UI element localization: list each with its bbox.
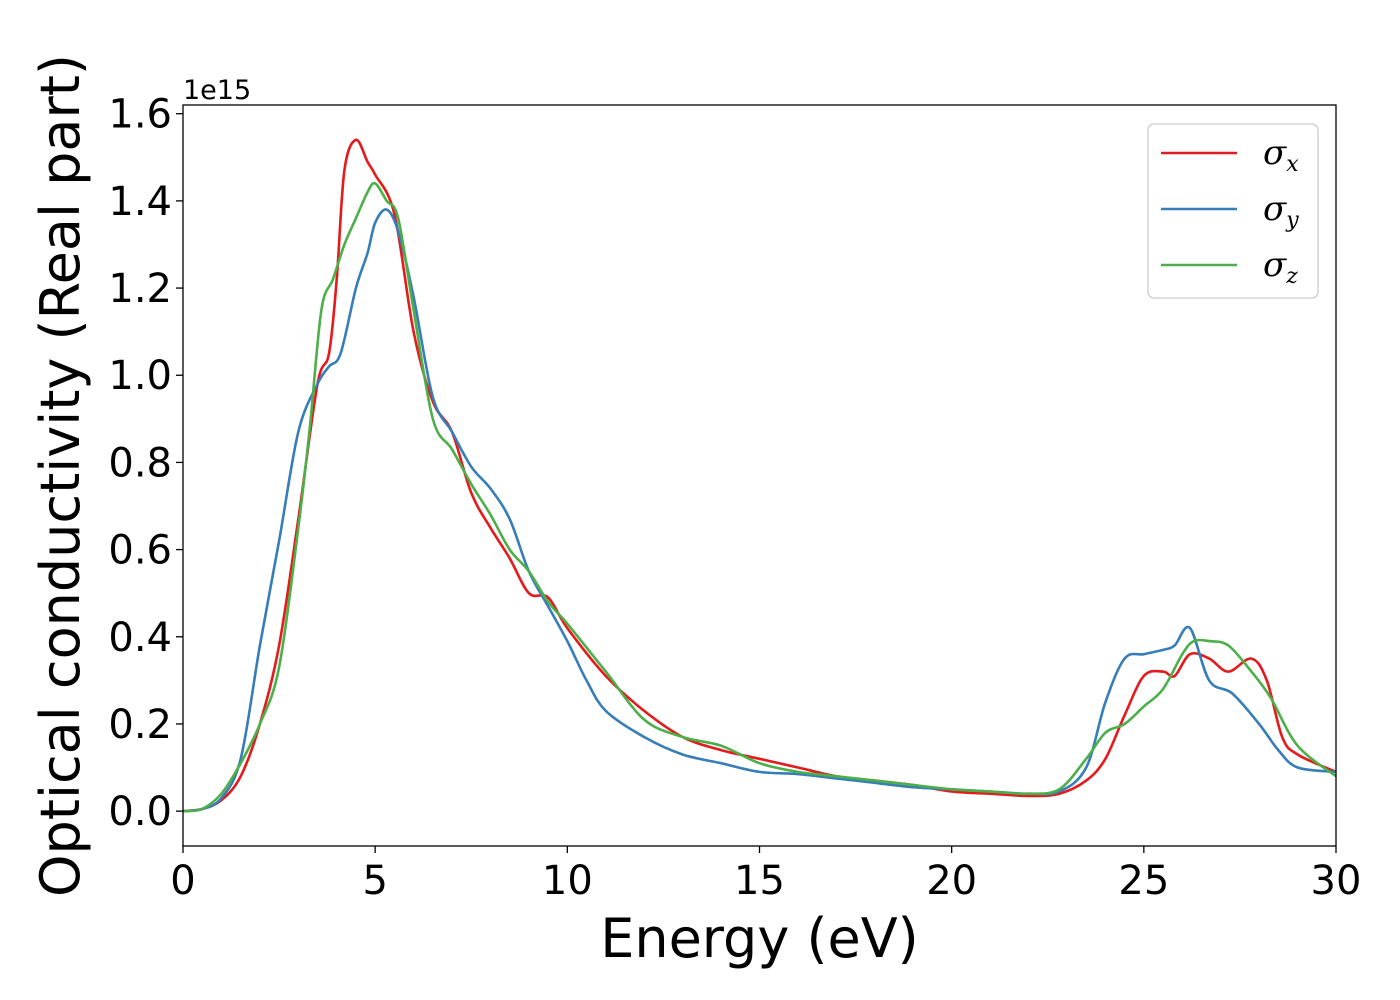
- series-line-x: [182, 138, 1337, 813]
- y-tick-label: 0.4: [108, 615, 172, 661]
- y-tick-label: 0.0: [108, 789, 172, 835]
- legend-label-y: σy: [1263, 189, 1299, 233]
- y-axis-label: Optical conductivity (Real part): [29, 54, 92, 897]
- y-tick-label: 0.6: [108, 528, 172, 574]
- series-line-y: [182, 208, 1337, 813]
- series-lines: [182, 138, 1337, 813]
- y-tick-label: 0.2: [108, 702, 172, 748]
- x-tick-label: 5: [362, 858, 387, 904]
- y-axis-ticks: 0.0 0.2 0.4 0.6 0.8 1.0 1.2 1.4 1.6: [108, 92, 183, 835]
- y-tick-label: 1.4: [108, 179, 172, 225]
- x-tick-label: 25: [1118, 858, 1169, 904]
- x-tick-label: 20: [926, 858, 977, 904]
- x-tick-label: 0: [170, 858, 195, 904]
- y-tick-label: 1.0: [108, 353, 172, 399]
- x-axis-label: Energy (eV): [600, 907, 919, 970]
- legend-frame: [1147, 123, 1319, 299]
- y-offset-text: 1e15: [183, 75, 251, 106]
- x-tick-label: 30: [1311, 858, 1362, 904]
- y-tick-label: 1.2: [108, 266, 172, 312]
- plot-background: [183, 105, 1336, 846]
- series-line-z: [182, 181, 1337, 813]
- y-tick-label: 0.8: [108, 440, 172, 486]
- x-tick-label: 15: [734, 858, 785, 904]
- x-axis-ticks: 0 5 10 15 20 25 30: [170, 846, 1361, 904]
- y-tick-label: 1.6: [108, 92, 172, 138]
- x-tick-label: 10: [542, 858, 593, 904]
